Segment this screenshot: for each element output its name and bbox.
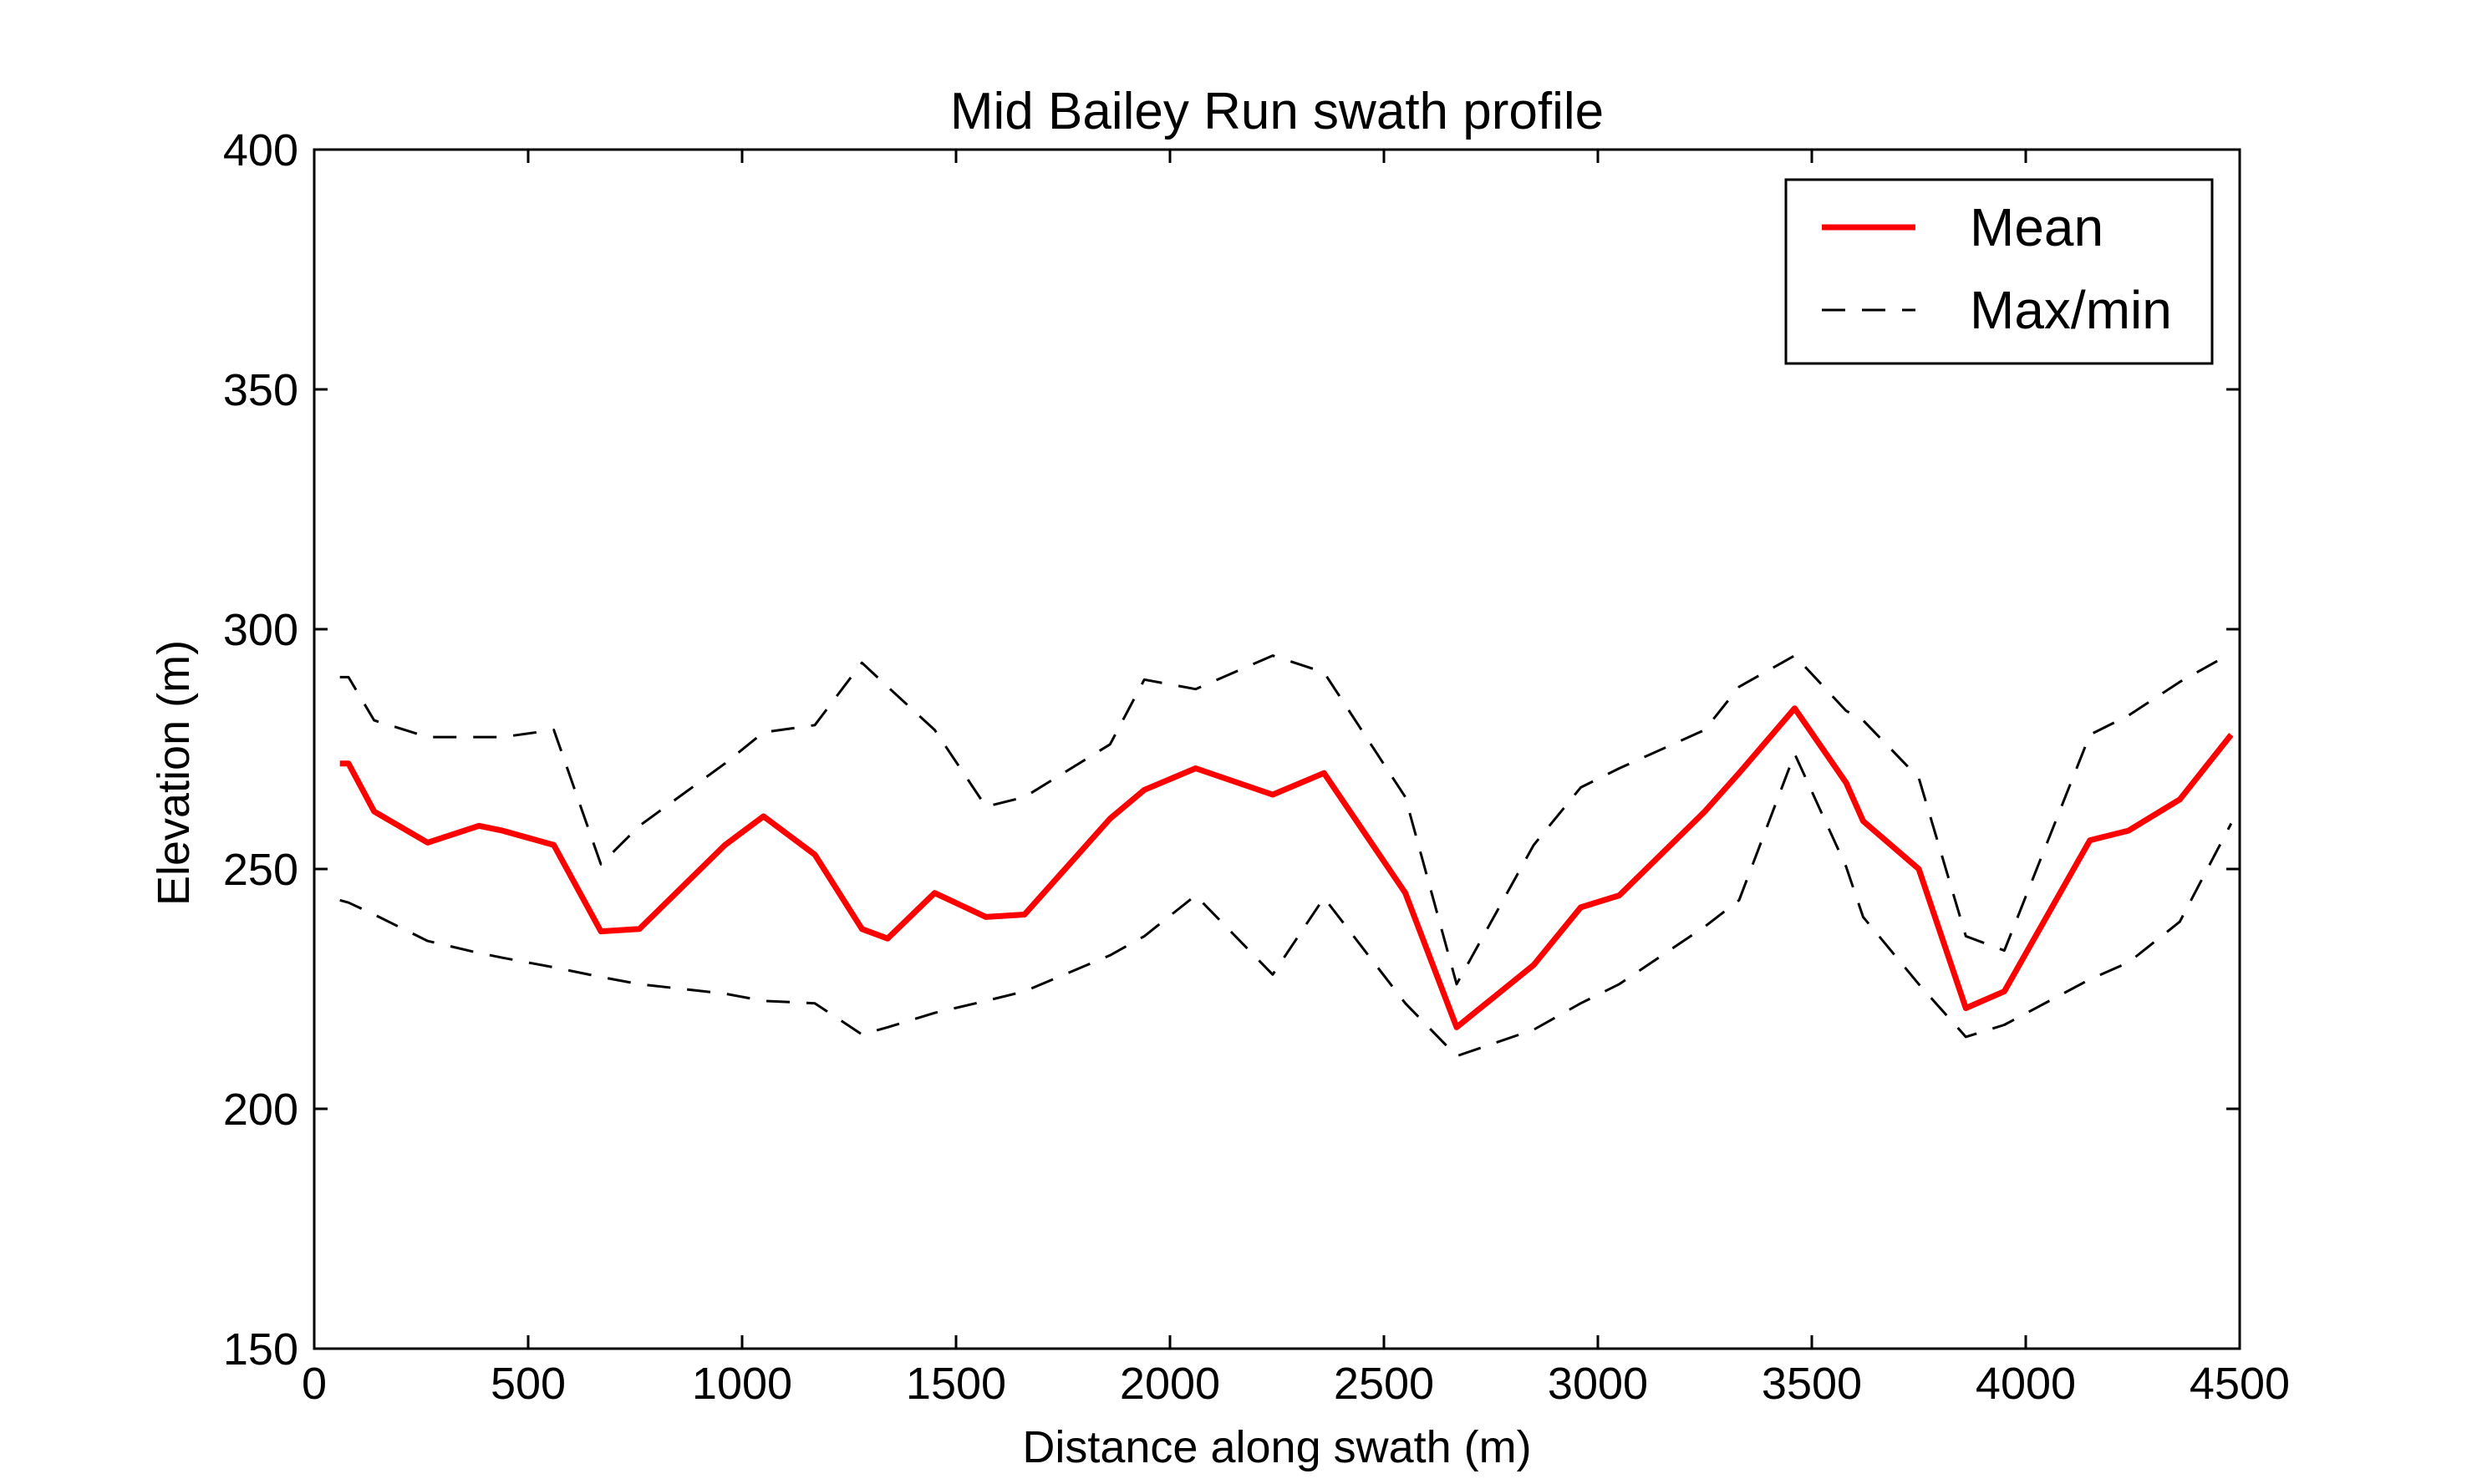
- x-axis-ticks: 0 500 1000 1500 2000 2500 3000 3500 4000 4500: [302, 150, 2290, 1409]
- plot-area: [339, 652, 2234, 1058]
- y-tick-label: 200: [223, 1085, 298, 1135]
- x-tick-label: 2000: [1120, 1359, 1220, 1409]
- legend: Mean Max/min: [1784, 178, 2214, 365]
- x-tick-label: 3500: [1762, 1359, 1862, 1409]
- y-tick-label: 400: [223, 125, 298, 175]
- chart-title: Mid Bailey Run swath profile: [950, 83, 1604, 140]
- x-tick-label: 2500: [1334, 1359, 1434, 1409]
- x-tick-label: 3000: [1548, 1359, 1648, 1409]
- x-axis-label: Distance along swath (m): [1022, 1422, 1531, 1472]
- series-line-max: [339, 652, 2232, 986]
- x-tick-label: 1000: [692, 1359, 792, 1409]
- x-tick-label: 1500: [906, 1359, 1006, 1409]
- x-tick-label: 4000: [1976, 1359, 2076, 1409]
- y-tick-label: 150: [223, 1324, 298, 1375]
- legend-mean-label: Mean: [1970, 197, 2103, 257]
- legend-maxmin-label: Max/min: [1970, 280, 2172, 340]
- x-tick-label: 0: [302, 1359, 327, 1409]
- y-axis-label: Elevation (m): [149, 640, 199, 906]
- y-tick-label: 350: [223, 365, 298, 415]
- series-line-min: [339, 752, 2233, 1058]
- legend-box: [1784, 178, 2214, 365]
- y-tick-label: 300: [223, 605, 298, 655]
- x-tick-label: 500: [491, 1359, 566, 1409]
- series-line-mean: [339, 705, 2234, 1030]
- x-tick-label: 4500: [2190, 1359, 2290, 1409]
- y-tick-label: 250: [223, 845, 298, 895]
- y-axis-ticks: 150 200 250 300 350 400: [223, 125, 2240, 1375]
- plot-frame: [313, 148, 2241, 1350]
